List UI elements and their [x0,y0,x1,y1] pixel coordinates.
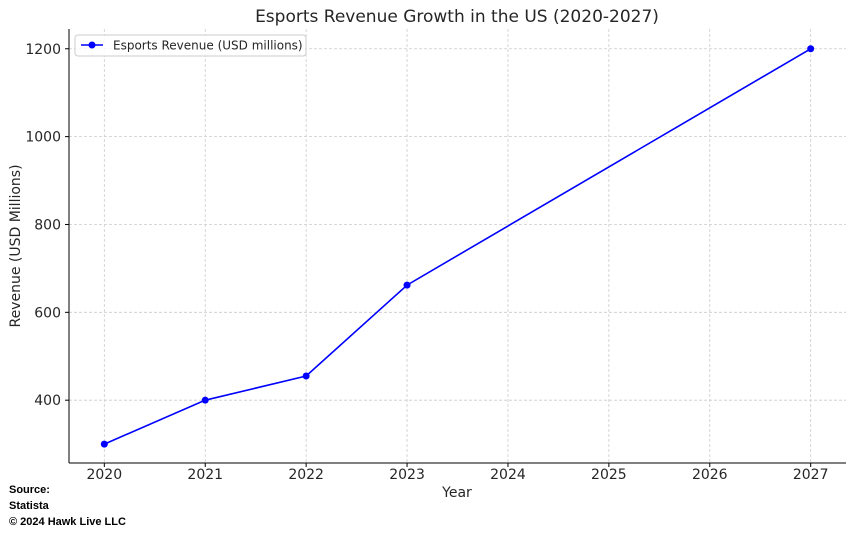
data-point [201,396,209,404]
y-tick-label: 1200 [25,42,61,58]
data-point [302,372,310,380]
y-tick-label: 800 [34,217,61,233]
y-tick-label: 600 [34,305,61,321]
x-tick-label: 2023 [389,467,425,483]
y-tick-label: 400 [34,393,61,409]
data-point [403,281,411,289]
x-tick-label: 2024 [490,467,526,483]
data-point [100,440,108,448]
y-tick-label: 1000 [25,130,61,146]
y-axis-label: Revenue (USD Millions) [8,164,24,327]
chart-title: Esports Revenue Growth in the US (2020-2… [255,7,659,27]
legend-label: Esports Revenue (USD millions) [113,39,303,53]
x-tick-label: 2027 [793,467,829,483]
source-label: Source: [9,484,50,496]
x-tick-label: 2022 [288,467,324,483]
copyright-text: © 2024 Hawk Live LLC [9,516,126,528]
x-tick-label: 2021 [187,467,223,483]
x-axis-label: Year [441,485,472,501]
data-point [807,45,815,53]
x-tick-label: 2026 [692,467,728,483]
plot-area: 2020 2021 2022 2023 2024 2025 2026 2027 400 600 80… [25,29,846,483]
series-line [103,48,812,445]
legend-box [74,34,307,57]
source-name: Statista [9,500,49,512]
x-tick-label: 2025 [591,467,627,483]
legend-marker [88,41,96,49]
x-tick-label: 2020 [86,467,122,483]
